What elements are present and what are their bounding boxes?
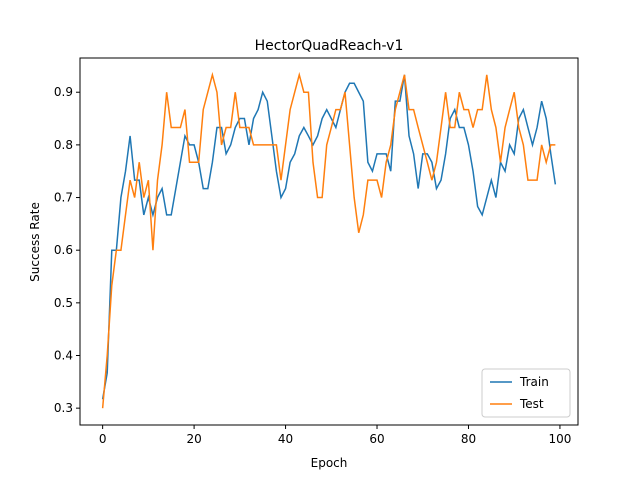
y-tick-label: 0.9 (54, 85, 73, 99)
legend-label: Test (519, 397, 544, 411)
x-tick-label: 20 (186, 432, 201, 446)
x-tick-label: 0 (99, 432, 107, 446)
chart-title: HectorQuadReach-v1 (255, 38, 404, 54)
y-tick-label: 0.4 (54, 348, 73, 362)
x-tick-label: 60 (369, 432, 384, 446)
x-tick-label: 40 (278, 432, 293, 446)
y-tick-label: 0.5 (54, 296, 73, 310)
y-tick-label: 0.7 (54, 191, 73, 205)
legend-box (481, 368, 571, 418)
y-tick-label: 0.6 (54, 243, 73, 257)
y-axis-label: Success Rate (28, 202, 42, 282)
x-tick-label: 100 (548, 432, 571, 446)
x-axis-label: Epoch (311, 456, 348, 470)
legend-label: Train (519, 375, 549, 389)
x-tick-label: 80 (461, 432, 476, 446)
y-tick-label: 0.3 (54, 401, 73, 415)
y-tick-label: 0.8 (54, 138, 73, 152)
plot-frame (79, 57, 579, 426)
data-line (101, 74, 557, 400)
data-line (101, 71, 556, 409)
